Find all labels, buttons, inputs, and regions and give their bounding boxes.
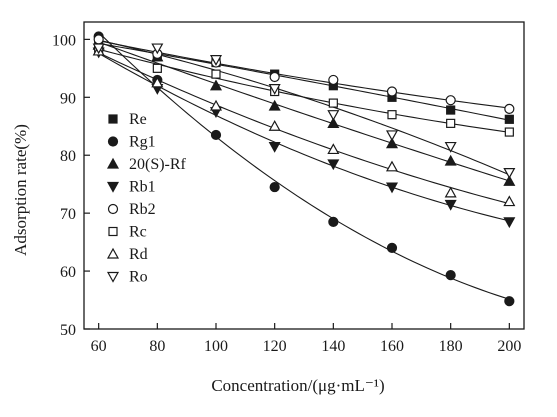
data-point-Rg1	[269, 181, 280, 193]
x-axis-label: Concentration/(μg·mL⁻¹)	[211, 376, 384, 395]
data-point-Rc	[211, 69, 221, 79]
data-point-Rb2	[328, 74, 339, 86]
fit-curve-Ro	[98, 39, 510, 176]
x-tick-label: 160	[380, 338, 404, 355]
data-point-Rd	[327, 143, 340, 155]
data-point-Ro	[385, 130, 399, 142]
data-point-20(S)-Rf	[327, 117, 340, 128]
data-point-20(S)-Rf	[444, 154, 457, 166]
data-point-Rd	[444, 186, 457, 198]
data-point-Ro	[268, 84, 281, 95]
data-point-Re	[446, 105, 456, 115]
y-tick-label: 100	[52, 32, 76, 49]
legend-marker-Re	[108, 114, 118, 124]
data-point-Ro	[327, 110, 340, 121]
x-tick-label: 120	[263, 338, 287, 355]
legend-marker-Ro	[106, 271, 120, 283]
axes: 60 80 100 120 140 160 180 200 50 60 70 80 90 100	[52, 21, 525, 355]
legend-marker-Rg1	[107, 136, 119, 147]
data-point-Rd	[151, 76, 164, 88]
data-point-Rb1	[327, 159, 340, 171]
data-point-Rd	[385, 160, 399, 172]
data-point-Rg1	[328, 216, 339, 227]
data-point-Rg1	[210, 129, 222, 141]
legend-label: Ro	[129, 269, 148, 286]
legend-label: Rc	[129, 224, 147, 241]
plot-frame	[83, 21, 525, 330]
data-point-Rc	[328, 98, 338, 108]
data-point-Rc	[504, 127, 514, 137]
data-point-Ro	[92, 43, 105, 55]
y-axis-label: Adsorption rate(%)	[11, 124, 30, 256]
data-point-Rb2	[504, 103, 515, 114]
data-point-20(S)-Rf	[385, 137, 399, 149]
legend-label: 20(S)-Rf	[129, 156, 187, 173]
fit-lines	[98, 31, 510, 300]
fit-curve-Re	[98, 42, 510, 121]
data-point-Rb1	[385, 182, 399, 194]
data-point-Rg1	[386, 242, 398, 254]
data-point-Rb1	[444, 199, 457, 211]
x-tick-label: 100	[204, 338, 228, 355]
data-point-Rb2	[386, 86, 398, 97]
data-point-Rg1	[445, 270, 456, 281]
x-tick-label: 200	[497, 338, 521, 355]
data-point-Rb1	[503, 217, 516, 229]
data-markers	[92, 31, 516, 307]
data-point-Rd	[209, 99, 223, 111]
data-point-Rc	[446, 118, 456, 128]
x-tick-label: 180	[439, 338, 463, 355]
data-point-Rb1	[268, 141, 281, 153]
fit-curve-Rg1	[98, 31, 510, 300]
data-point-Ro	[151, 43, 164, 55]
data-point-Ro	[444, 141, 457, 153]
data-point-20(S)-Rf	[268, 99, 281, 111]
data-point-Rb2	[269, 71, 280, 83]
data-point-Rd	[268, 120, 281, 131]
data-point-Rg1	[504, 296, 515, 307]
legend-label: Rb1	[129, 179, 156, 196]
data-point-Rb2	[445, 95, 456, 106]
legend-marker-Rd	[106, 247, 120, 259]
legend-label: Rg1	[129, 134, 156, 151]
data-point-Re	[504, 114, 514, 124]
data-point-Ro	[209, 55, 223, 66]
legend-label: Re	[129, 111, 147, 128]
legend-marker-Rc	[108, 226, 118, 237]
legend: Re Rg1 20(S)-Rf Rb1 Rb2 Rc Rd Ro	[106, 111, 187, 286]
fit-curve-Rd	[98, 52, 510, 205]
legend-label: Rd	[129, 246, 148, 263]
data-point-Ro	[503, 168, 516, 179]
legend-marker-Rb2	[107, 203, 119, 215]
x-tick-label: 140	[321, 338, 345, 355]
y-tick-label: 50	[60, 322, 76, 339]
fit-curve-Rb2	[98, 40, 510, 109]
data-point-Rc	[152, 63, 162, 73]
y-tick-label: 80	[60, 148, 76, 165]
data-point-20(S)-Rf	[503, 175, 516, 186]
y-tick-label: 60	[60, 264, 76, 281]
data-point-Rc	[387, 110, 397, 120]
data-point-20(S)-Rf	[209, 79, 223, 91]
data-point-Rb2	[93, 34, 104, 45]
data-point-Rd	[503, 195, 516, 207]
x-tick-label: 60	[91, 338, 107, 355]
legend-marker-Rb1	[106, 181, 120, 193]
x-tick-label: 80	[149, 338, 165, 355]
fit-curve-Rb1	[98, 52, 510, 222]
y-tick-label: 70	[60, 206, 76, 223]
legend-label: Rb2	[129, 201, 156, 218]
legend-marker-20(S)-Rf	[106, 157, 120, 169]
y-tick-label: 90	[60, 90, 76, 107]
